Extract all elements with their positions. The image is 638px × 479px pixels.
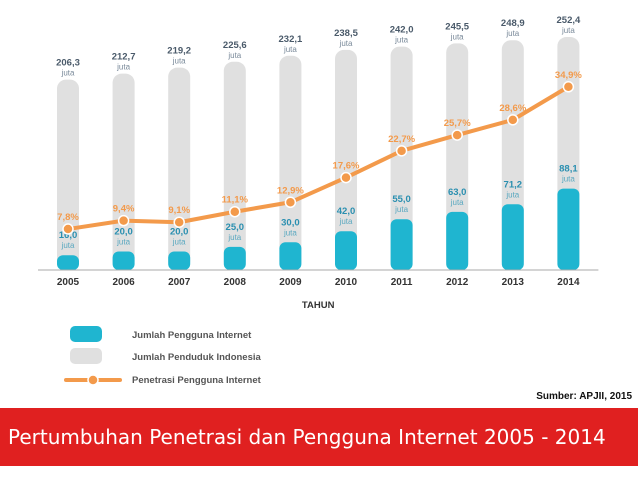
penetration-point: [117, 214, 130, 227]
legend-label-penetration: Penetrasi Pengguna Internet: [132, 375, 262, 386]
population-value-label: 238,5: [334, 28, 358, 39]
users-bar: [335, 231, 357, 270]
population-value-label: 242,0: [390, 25, 414, 36]
penetration-point: [62, 223, 74, 235]
users-value-label: 20,0: [170, 227, 189, 238]
penetration-value-label: 9,4%: [113, 204, 135, 215]
population-unit-label: juta: [339, 39, 353, 48]
title-banner: Pertumbuhan Penetrasi dan Pengguna Inter…: [0, 408, 638, 466]
population-unit-label: juta: [61, 69, 75, 78]
population-value-label: 219,2: [167, 46, 191, 57]
users-value-label: 30,0: [281, 217, 300, 228]
x-axis-title: TAHUN: [302, 300, 335, 311]
penetration-value-label: 22,7%: [388, 134, 415, 145]
users-bar: [279, 242, 302, 270]
population-value-label: 232,1: [279, 34, 303, 45]
penetration-value-label: 9,1%: [168, 205, 190, 216]
users-unit-label: juta: [561, 175, 575, 184]
penetration-line: [66, 84, 571, 232]
users-value-label: 16,0: [59, 230, 78, 241]
users-value-label: 88,1: [559, 164, 578, 175]
users-value-label: 25,0: [226, 222, 245, 233]
population-value-label: 252,4: [557, 15, 581, 26]
users-value-label: 71,2: [504, 179, 523, 190]
users-bar: [112, 251, 135, 270]
source-note: Sumber: APJII, 2015: [536, 391, 632, 402]
population-unit-label: juta: [227, 51, 241, 60]
penetration-point: [173, 216, 185, 228]
x-tick-label: 2011: [391, 277, 413, 288]
users-unit-label: juta: [61, 241, 75, 250]
population-unit-label: juta: [116, 63, 130, 72]
users-bar: [390, 219, 413, 270]
users-unit-label: juta: [339, 217, 353, 226]
users-bar: [557, 188, 580, 270]
population-unit-label: juta: [505, 29, 519, 38]
x-tick-label: 2006: [112, 277, 135, 288]
population-value-label: 225,6: [223, 40, 247, 51]
x-tick-label: 2005: [57, 277, 80, 288]
population-value-label: 245,5: [445, 21, 469, 32]
penetration-value-label: 17,6%: [333, 161, 360, 172]
legend-swatch-penetration-point: [87, 374, 99, 386]
penetration-point: [229, 205, 241, 218]
population-bar: [335, 49, 357, 270]
population-value-label: 212,7: [112, 52, 136, 63]
x-tick-label: 2013: [502, 277, 525, 288]
population-value-label: 206,3: [56, 58, 80, 69]
legend-swatch-users: [70, 326, 102, 342]
population-unit-label: juta: [450, 32, 464, 41]
population-unit-label: juta: [172, 57, 186, 66]
penetration-point: [395, 145, 408, 157]
legend-label-population: Jumlah Penduduk Indonesia: [132, 352, 262, 363]
population-bar: [279, 55, 302, 270]
users-bar: [57, 255, 79, 270]
users-bar: [446, 211, 469, 270]
penetration-value-label: 7,8%: [57, 212, 79, 223]
users-unit-label: juta: [450, 198, 464, 207]
population-bar: [390, 46, 413, 270]
users-bar: [168, 251, 191, 270]
population-value-label: 248,9: [501, 18, 525, 29]
x-tick-label: 2014: [557, 277, 580, 288]
users-unit-label: juta: [116, 238, 130, 247]
population-unit-label: juta: [394, 36, 408, 45]
legend-swatch-population: [70, 348, 102, 364]
penetration-value-label: 11,1%: [222, 195, 249, 206]
users-unit-label: juta: [227, 233, 241, 242]
chart: 206,3juta16,0juta2005212,7juta20,0juta20…: [38, 15, 599, 386]
population-unit-label: juta: [283, 45, 297, 54]
x-tick-label: 2008: [224, 277, 247, 288]
population-bar: [57, 79, 79, 270]
penetration-point: [451, 129, 463, 141]
x-tick-label: 2009: [279, 277, 302, 288]
chart-title: Pertumbuhan Penetrasi dan Pengguna Inter…: [8, 425, 606, 449]
users-value-label: 42,0: [337, 206, 356, 217]
penetration-point: [562, 81, 575, 93]
penetration-value-label: 28,6%: [499, 103, 526, 114]
penetration-value-label: 25,7%: [444, 118, 471, 129]
users-unit-label: juta: [283, 228, 297, 237]
users-value-label: 55,0: [392, 194, 411, 205]
users-value-label: 20,0: [114, 227, 133, 238]
penetration-point: [284, 196, 297, 209]
penetration-point: [340, 171, 352, 184]
penetration-point: [507, 114, 519, 126]
users-value-label: 63,0: [448, 187, 467, 198]
x-tick-label: 2012: [446, 277, 469, 288]
users-bar: [223, 246, 246, 270]
legend-label-users: Jumlah Pengguna Internet: [132, 330, 252, 341]
users-bar: [501, 204, 524, 270]
population-bar: [223, 61, 246, 270]
users-unit-label: juta: [505, 190, 519, 199]
users-unit-label: juta: [172, 238, 186, 247]
penetration-value-label: 12,9%: [277, 185, 304, 196]
users-unit-label: juta: [394, 205, 408, 214]
x-tick-label: 2007: [168, 277, 191, 288]
penetration-value-label: 34,9%: [555, 70, 582, 81]
population-unit-label: juta: [561, 26, 575, 35]
x-tick-label: 2010: [335, 277, 358, 288]
